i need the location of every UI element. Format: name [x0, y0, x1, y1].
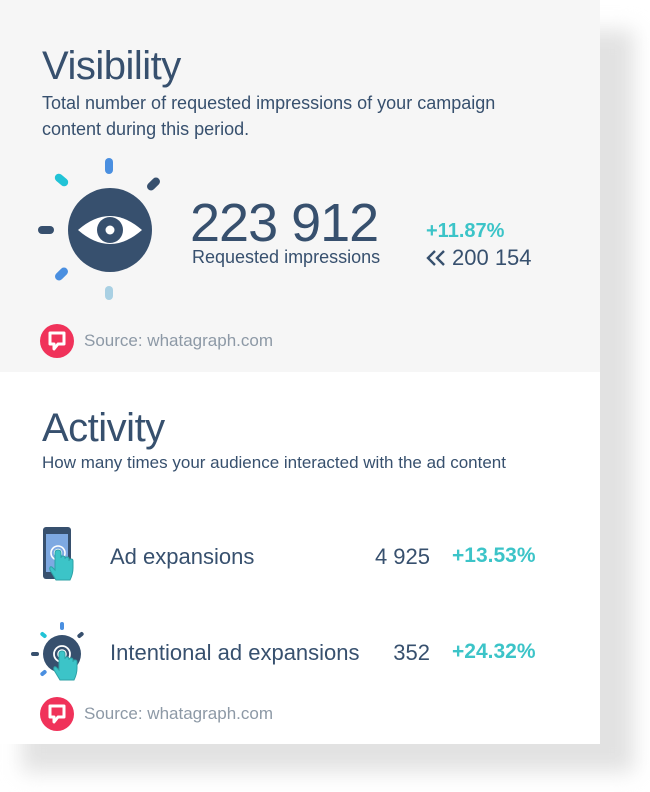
ad-expansions-change: +13.53% [452, 544, 536, 567]
target-tap-icon [31, 622, 84, 681]
previous-period: 200 154 [426, 245, 532, 271]
phone-tap-icon [43, 527, 74, 581]
report-card: Visibility Total number of requested imp… [0, 0, 600, 731]
visibility-title: Visibility [42, 44, 181, 88]
visibility-description-line1: Total number of requested impressions of… [42, 93, 496, 113]
activity-title: Activity [42, 406, 165, 450]
list-item: Ad expansions 4 925 +13.53% [0, 526, 600, 590]
activity-source: Source: whatagraph.com [40, 697, 273, 731]
activity-description: How many times your audience interacted … [42, 453, 506, 472]
ad-expansions-label: Ad expansions [110, 544, 255, 569]
visibility-description-line2: content during this period. [42, 119, 250, 139]
source-text: Source: whatagraph.com [84, 331, 273, 350]
intentional-ad-expansions-value: 352 [393, 640, 430, 665]
intentional-ad-expansions-change: +24.32% [452, 640, 536, 663]
list-item: Intentional ad expansions 352 +24.32% [0, 622, 600, 686]
visibility-section: Visibility Total number of requested imp… [0, 0, 600, 372]
intentional-ad-expansions-label: Intentional ad expansions [110, 640, 360, 665]
requested-impressions-value: 223 912 [190, 193, 379, 253]
double-chevron-left-icon [426, 250, 445, 266]
source-text: Source: whatagraph.com [84, 704, 273, 723]
visibility-source: Source: whatagraph.com [40, 324, 273, 358]
eye-icon [38, 158, 160, 300]
previous-value: 200 154 [452, 245, 532, 270]
ad-expansions-value: 4 925 [374, 544, 430, 569]
requested-impressions-label: Requested impressions [192, 247, 381, 267]
whatagraph-logo-icon [40, 324, 74, 358]
impressions-change: +11.87% [426, 220, 505, 242]
whatagraph-logo-icon [40, 697, 74, 731]
